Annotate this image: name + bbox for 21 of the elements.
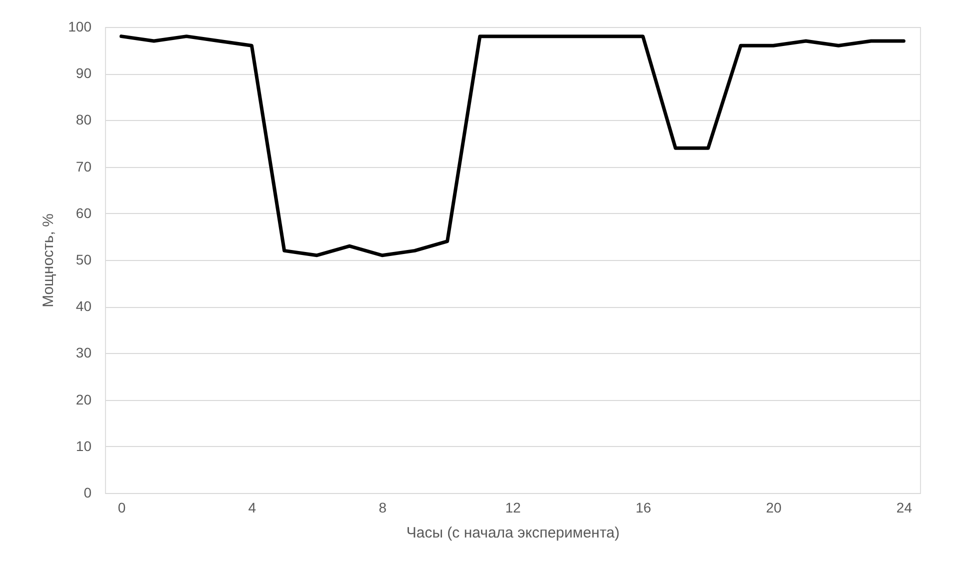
x-tick-label: 24 bbox=[896, 500, 912, 516]
x-tick-label: 8 bbox=[378, 500, 387, 516]
line-series bbox=[120, 34, 906, 258]
y-tick-label: 10 bbox=[76, 438, 92, 454]
x-tick-label: 0 bbox=[118, 500, 126, 516]
x-tick-label: 4 bbox=[248, 500, 256, 516]
y-tick-label: 40 bbox=[76, 298, 92, 314]
y-tick-label: 20 bbox=[76, 391, 92, 408]
y-tick-label: 80 bbox=[76, 112, 92, 128]
y-tick-label: 30 bbox=[76, 344, 92, 361]
y-tick-label: 100 bbox=[68, 18, 92, 34]
y-tick-label: 50 bbox=[76, 252, 92, 268]
x-tick-label: 12 bbox=[505, 500, 521, 516]
x-tick-label: 16 bbox=[636, 500, 652, 516]
y-tick-label: 70 bbox=[76, 158, 92, 174]
y-axis-title: Мощность, % bbox=[40, 214, 58, 308]
x-tick-label: 20 bbox=[766, 500, 782, 516]
x-axis-title: Часы (с начала эксперимента) bbox=[406, 524, 620, 542]
y-tick-label: 90 bbox=[76, 65, 92, 82]
y-tick-label: 60 bbox=[76, 204, 92, 221]
y-tick-label: 0 bbox=[84, 484, 92, 500]
